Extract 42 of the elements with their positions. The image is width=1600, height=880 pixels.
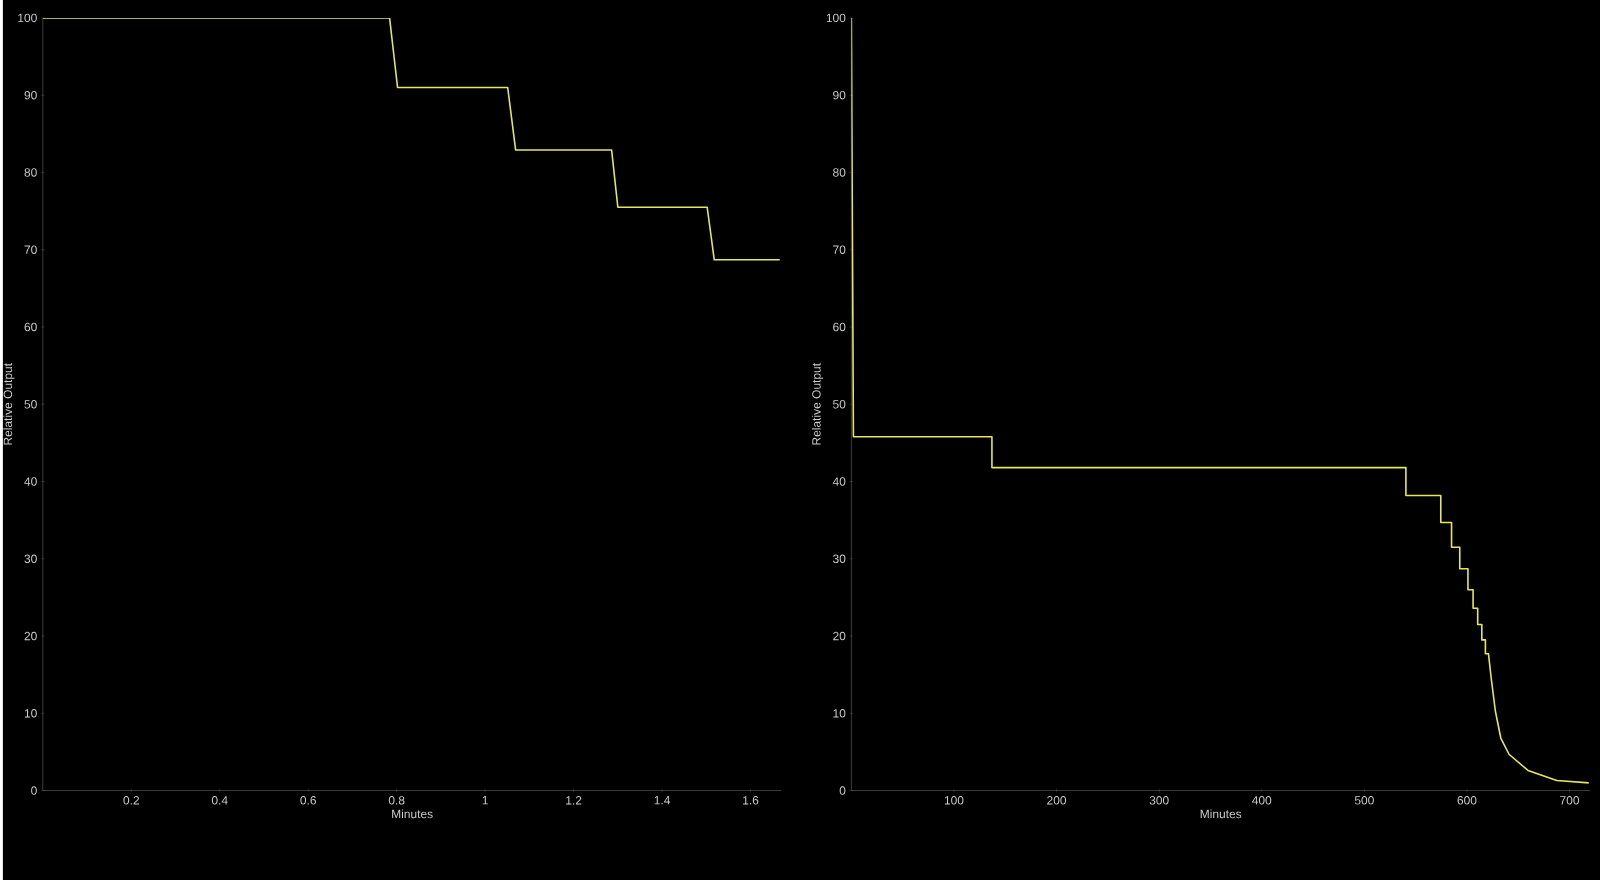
y-tick-label: 30 <box>24 554 37 563</box>
x-tick-label: 1.4 <box>654 795 671 805</box>
x-axis-title: Minutes <box>392 809 433 818</box>
x-tick-label: 400 <box>1252 795 1272 805</box>
y-tick-label: 100 <box>18 13 37 22</box>
y-tick-label: 90 <box>833 90 846 100</box>
x-tick-label: 100 <box>944 795 964 805</box>
y-tick-label: 30 <box>832 554 846 563</box>
y-tick-label: 40 <box>832 477 846 486</box>
x-tick-label: 700 <box>1560 795 1580 805</box>
y-tick-label: 20 <box>24 631 37 641</box>
y-axis-title: Relative Output <box>3 362 15 445</box>
y-tick-label: 100 <box>826 13 846 22</box>
y-tick-label: 60 <box>833 322 846 332</box>
y-tick-label: 50 <box>24 399 37 409</box>
y-tick-label: 0 <box>31 786 37 795</box>
x-tick-label: 0.4 <box>211 795 228 805</box>
x-tick-label: 1 <box>482 795 488 805</box>
y-axis-title: Relative Output <box>811 362 824 445</box>
x-tick-label: 0.2 <box>123 795 140 805</box>
y-tick-label: 80 <box>24 168 37 177</box>
y-tick-label: 70 <box>24 245 37 254</box>
x-tick-label: 600 <box>1457 795 1477 805</box>
y-tick-label: 90 <box>24 90 37 100</box>
y-tick-label: 80 <box>833 168 846 177</box>
x-tick-label: 1.6 <box>743 795 759 805</box>
x-tick-label: 300 <box>1149 795 1169 805</box>
x-tick-label: 0.8 <box>388 795 405 805</box>
x-axis-title: Minutes <box>1200 809 1242 818</box>
y-tick-label: 40 <box>24 477 37 486</box>
y-tick-label: 0 <box>839 786 846 795</box>
x-tick-label: 200 <box>1047 795 1067 805</box>
y-tick-label: 10 <box>24 708 37 718</box>
y-tick-label: 20 <box>833 631 846 641</box>
line-series <box>42 17 781 261</box>
x-tick-label: 1.2 <box>566 795 582 805</box>
y-tick-label: 70 <box>833 245 846 254</box>
x-tick-label: 0.6 <box>300 795 316 805</box>
x-tick-label: 500 <box>1354 795 1374 805</box>
y-tick-label: 50 <box>833 399 846 409</box>
y-tick-label: 60 <box>24 322 37 332</box>
y-tick-label: 10 <box>833 708 846 718</box>
